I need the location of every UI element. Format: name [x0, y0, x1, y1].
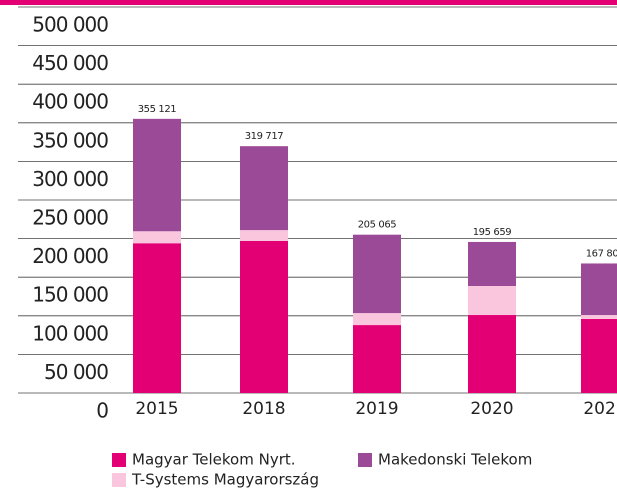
legend-swatch [112, 473, 126, 487]
bar-segment [468, 286, 516, 316]
legend-swatch [112, 453, 126, 467]
y-tick-label: 300 000 [32, 167, 108, 191]
legend-label: Magyar Telekom Nyrt. [132, 451, 296, 469]
bar-segment [353, 313, 401, 326]
legend-label: T-Systems Magyarország [131, 471, 319, 489]
legend-swatch [358, 453, 372, 467]
y-tick-label: 500 000 [32, 13, 108, 37]
bar-segment [468, 315, 516, 393]
bar-segment [240, 240, 288, 393]
legend-label: Makedonski Telekom [378, 451, 532, 469]
y-tick-label: 0 [96, 399, 108, 423]
bar-segment [133, 243, 181, 393]
total-label: 167 800 [586, 248, 617, 259]
y-tick-label: 150 000 [32, 283, 108, 307]
x-tick-label: 2020 [470, 399, 513, 419]
total-label: 319 717 [245, 131, 284, 142]
top-bar [0, 0, 617, 5]
bar-segment [240, 230, 288, 241]
x-tick-label: 2015 [135, 399, 178, 419]
bar-segment [353, 234, 401, 314]
bar-segment [581, 318, 617, 393]
bar-segment [133, 231, 181, 244]
bar-segment [133, 118, 181, 232]
total-label: 195 659 [473, 227, 512, 238]
x-tick-label: 2019 [355, 399, 398, 419]
total-label: 205 065 [358, 220, 397, 231]
x-tick-label: 2021 [583, 399, 617, 419]
bar-segment [353, 325, 401, 393]
y-tick-label: 200 000 [32, 244, 108, 268]
bar-segment [581, 263, 617, 316]
total-label: 355 121 [138, 104, 177, 115]
y-tick-label: 350 000 [32, 128, 108, 152]
y-tick-label: 50 000 [44, 360, 108, 384]
y-tick-label: 100 000 [32, 321, 108, 345]
y-tick-label: 400 000 [32, 90, 108, 114]
bar-segment [240, 146, 288, 231]
x-tick-label: 2018 [242, 399, 285, 419]
y-tick-label: 450 000 [32, 51, 108, 75]
bar-segment [581, 315, 617, 319]
bar-segment [468, 241, 516, 287]
y-tick-label: 250 000 [32, 206, 108, 230]
